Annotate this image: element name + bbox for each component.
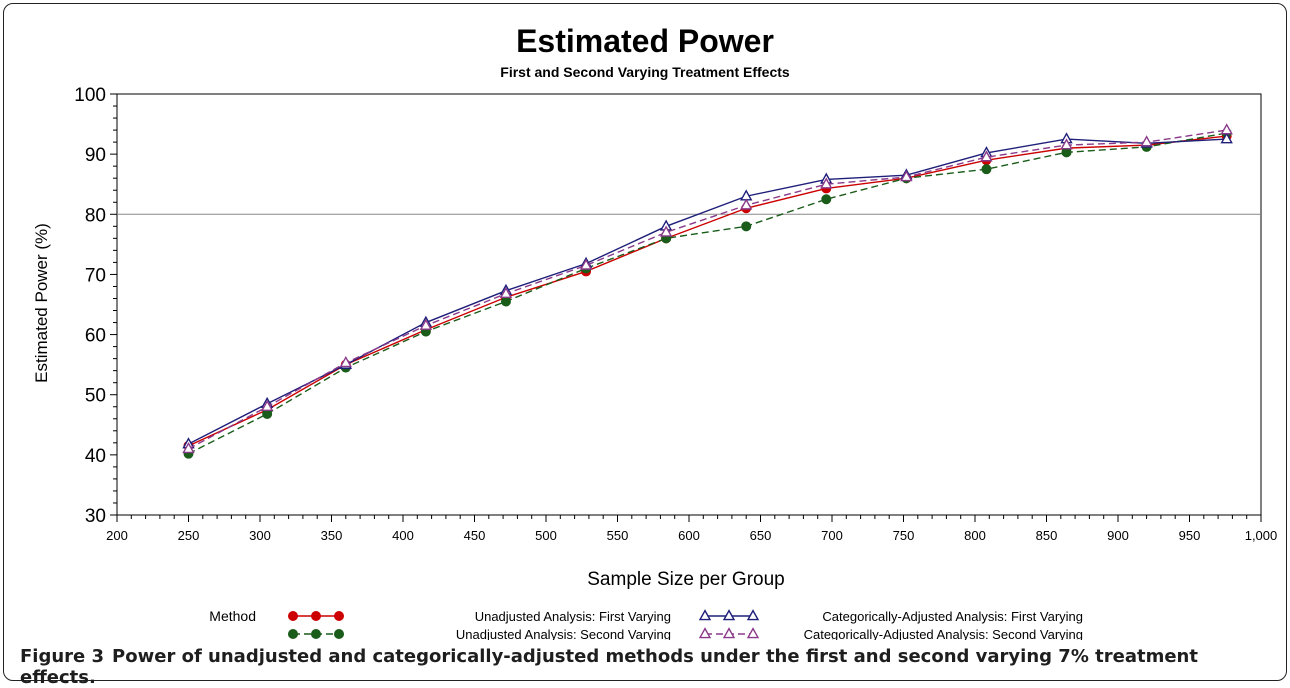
figure-caption: Figure 3 Power of unadjusted and categori… [20,646,1280,688]
series-1 [183,131,1232,451]
y-tick-label: 100 [74,85,106,106]
data-point [659,225,673,237]
data-point [900,170,913,182]
caption-text: Power of unadjusted and categorically-ad… [20,646,1198,688]
x-tick-label: 600 [678,528,700,543]
x-axis: 200 250 300 350 400 450 500 550 600 650 700 750 800 8… [106,515,1277,543]
y-tick-label: 40 [85,446,106,467]
data-point [1060,138,1073,150]
x-tick-label: 800 [964,528,986,543]
x-tick-label: 550 [607,528,629,543]
legend-label: Categorically-Adjusted Analysis: First V… [822,609,1083,624]
series-line [188,138,1227,445]
legend-item-2: Unadjusted Analysis: Second Varying [288,627,671,640]
legend-marker [698,627,712,639]
data-point [740,198,753,210]
legend-marker [722,609,736,621]
x-tick-label: 700 [821,528,843,543]
legend-label: Unadjusted Analysis: Second Varying [456,627,671,640]
series-line [188,132,1227,455]
legend-marker [288,629,298,639]
x-tick-label: 1,000 [1245,528,1278,543]
legend-marker [311,629,321,639]
x-tick-label: 500 [535,528,557,543]
data-point [1220,132,1233,144]
data-point [980,150,993,162]
x-tick-label: 750 [893,528,915,543]
legend-marker [311,611,321,621]
caption-label: Figure 3 [20,646,105,667]
legend-item-3: Categorically-Adjusted Analysis: First V… [698,609,1083,624]
x-tick-label: 950 [1179,528,1201,543]
data-point [499,286,513,298]
y-tick-label: 80 [85,205,106,226]
data-point [821,194,832,205]
legend-marker [722,627,736,639]
legend-marker [288,611,298,621]
x-tick-label: 900 [1107,528,1129,543]
data-point [260,399,274,412]
data-point [579,258,593,270]
x-tick-label: 450 [464,528,486,543]
x-tick-label: 650 [750,528,772,543]
y-tick-label: 70 [85,265,106,286]
plot-area [116,93,1262,516]
x-tick-label: 200 [106,528,128,543]
x-tick-label: 850 [1036,528,1058,543]
y-axis: 30 40 50 60 70 80 90 100 [74,85,117,527]
legend-label: Categorically-Adjusted Analysis: Second … [804,627,1083,640]
series-layer [182,123,1233,459]
data-point [1140,135,1153,147]
x-tick-label: 300 [249,528,271,543]
legend-marker [334,611,344,621]
series-line [188,129,1227,450]
data-point [1220,123,1233,135]
legend-item-1: Unadjusted Analysis: First Varying [288,609,671,624]
data-point [500,296,511,307]
y-axis-label: Estimated Power (%) [32,223,51,383]
legend-marker [746,627,760,639]
x-tick-label: 350 [321,528,343,543]
data-point [741,221,752,232]
y-tick-label: 30 [85,506,106,527]
y-tick-label: 50 [85,386,106,407]
x-tick-label: 400 [392,528,414,543]
y-tick-label: 60 [85,326,106,347]
y-tick-label: 90 [85,145,106,166]
data-point [981,164,992,175]
chart-subtitle: First and Second Varying Treatment Effec… [500,64,790,80]
data-point [820,177,833,189]
power-line-chart: Estimated Power First and Second Varying… [32,23,1277,640]
series-3 [182,132,1233,449]
series-4 [182,123,1233,454]
data-point [339,355,352,368]
x-tick-label: 250 [178,528,200,543]
x-axis-label: Sample Size per Group [587,569,785,590]
series-2 [183,128,1232,459]
chart-title: Estimated Power [516,23,774,59]
legend-title: Method [209,608,256,624]
data-point [419,318,433,330]
figure-frame [3,3,1287,681]
legend-marker [698,609,712,621]
legend-marker [334,629,344,639]
legend-label: Unadjusted Analysis: First Varying [475,609,671,624]
legend-item-4: Categorically-Adjusted Analysis: Second … [698,627,1083,640]
data-point [182,442,195,454]
legend-marker [746,609,760,621]
legend: Method Unadjusted Analysis: First Varyin… [209,608,1083,640]
series-line [188,135,1227,447]
